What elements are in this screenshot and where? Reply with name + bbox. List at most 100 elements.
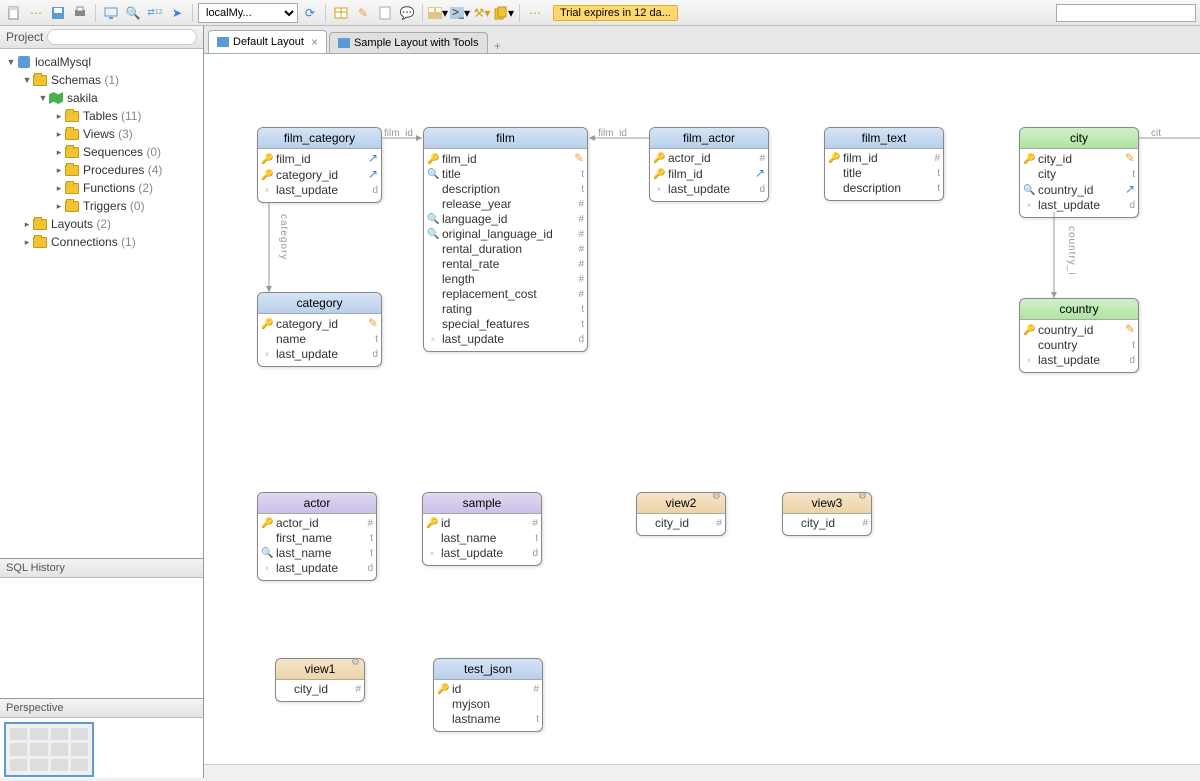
- close-icon[interactable]: ×: [311, 35, 318, 49]
- refresh-icon[interactable]: ⟳: [300, 3, 320, 23]
- entity-header[interactable]: film_text: [825, 128, 943, 149]
- column-row[interactable]: 🔑actor_id#: [261, 516, 373, 531]
- entity-header[interactable]: category: [258, 293, 381, 314]
- more-icon[interactable]: ⋯: [525, 3, 545, 23]
- entity-view1[interactable]: view1⚙ city_id#: [275, 658, 365, 702]
- entity-sample[interactable]: sample 🔑id#last_namet×last_updated: [422, 492, 542, 566]
- column-row[interactable]: 🔍language_id#: [427, 212, 584, 227]
- entity-category[interactable]: category 🔑category_id✎namet×last_updated: [257, 292, 382, 367]
- column-row[interactable]: myjson: [437, 697, 539, 712]
- entity-header[interactable]: film: [424, 128, 587, 149]
- column-row[interactable]: descriptiont: [828, 181, 940, 196]
- nav-icon[interactable]: ⇄12: [145, 3, 165, 23]
- tool-icon[interactable]: ⚒▾: [472, 3, 492, 23]
- entity-test_json[interactable]: test_json🔑id#myjsonlastnamet: [433, 658, 543, 732]
- column-row[interactable]: ×last_updated: [426, 546, 538, 561]
- column-row[interactable]: rental_duration#: [427, 242, 584, 257]
- table-icon[interactable]: [331, 3, 351, 23]
- column-row[interactable]: rental_rate#: [427, 257, 584, 272]
- entity-actor[interactable]: actor 🔑actor_id#first_namet🔍last_namet×la…: [257, 492, 377, 581]
- zoom-icon[interactable]: 🔍: [123, 3, 143, 23]
- column-row[interactable]: 🔑film_id↗: [261, 151, 378, 167]
- column-row[interactable]: countryt: [1023, 338, 1135, 353]
- column-row[interactable]: 🔑film_id#: [828, 151, 940, 166]
- column-row[interactable]: 🔑actor_id#: [653, 151, 765, 166]
- save-icon[interactable]: [48, 3, 68, 23]
- column-row[interactable]: 🔍last_namet: [261, 546, 373, 561]
- perspective-thumbnail[interactable]: [4, 722, 94, 777]
- comment-icon[interactable]: 💬: [397, 3, 417, 23]
- diagram-canvas[interactable]: film_category🔑film_id↗🔑category_id↗×last…: [204, 54, 1200, 764]
- column-row[interactable]: 🔑city_id✎: [1023, 151, 1135, 167]
- column-row[interactable]: first_namet: [261, 531, 373, 546]
- entity-view2[interactable]: view2⚙ city_id#: [636, 492, 726, 536]
- column-row[interactable]: 🔑id#: [426, 516, 538, 531]
- entity-city[interactable]: city 🔑city_id✎cityt🔍country_id↗×last_upda…: [1019, 127, 1139, 218]
- print-icon[interactable]: [70, 3, 90, 23]
- add-tab-button[interactable]: +: [490, 39, 506, 53]
- tab-sample-layout-with-tools[interactable]: Sample Layout with Tools: [329, 32, 488, 53]
- tree-folder-sequences[interactable]: ▸Sequences (0): [0, 143, 203, 161]
- column-row[interactable]: city_id#: [640, 516, 722, 531]
- column-row[interactable]: 🔑film_id✎: [427, 151, 584, 167]
- column-row[interactable]: cityt: [1023, 167, 1135, 182]
- forward-icon[interactable]: ➤: [167, 3, 187, 23]
- column-row[interactable]: 🔑category_id↗: [261, 167, 378, 183]
- column-row[interactable]: ×last_updated: [261, 347, 378, 362]
- doc-icon[interactable]: [375, 3, 395, 23]
- entity-header[interactable]: sample: [423, 493, 541, 514]
- grid-icon[interactable]: ▾: [428, 3, 448, 23]
- column-row[interactable]: release_year#: [427, 197, 584, 212]
- menu-icon[interactable]: ⋯: [26, 3, 46, 23]
- column-row[interactable]: ×last_updated: [1023, 353, 1135, 368]
- entity-film_text[interactable]: film_text 🔑film_id#titletdescriptiont: [824, 127, 944, 201]
- column-row[interactable]: titlet: [828, 166, 940, 181]
- column-row[interactable]: 🔑film_id↗: [653, 166, 765, 182]
- column-row[interactable]: city_id#: [786, 516, 868, 531]
- entity-header[interactable]: film_actor: [650, 128, 768, 149]
- column-row[interactable]: length#: [427, 272, 584, 287]
- column-row[interactable]: 🔑category_id✎: [261, 316, 378, 332]
- column-row[interactable]: 🔑country_id✎: [1023, 322, 1135, 338]
- entity-header[interactable]: country: [1020, 299, 1138, 320]
- column-row[interactable]: 🔑id#: [437, 682, 539, 697]
- tree-connections[interactable]: ▸ Connections (1): [0, 233, 203, 251]
- column-row[interactable]: descriptiont: [427, 182, 584, 197]
- tree-folder-functions[interactable]: ▸Functions (2): [0, 179, 203, 197]
- tree-layouts[interactable]: ▸ Layouts (2): [0, 215, 203, 233]
- entity-header[interactable]: city: [1020, 128, 1138, 149]
- column-row[interactable]: 🔍country_id↗: [1023, 182, 1135, 198]
- column-row[interactable]: city_id#: [279, 682, 361, 697]
- toolbar-search-input[interactable]: [1056, 4, 1196, 22]
- column-row[interactable]: namet: [261, 332, 378, 347]
- column-row[interactable]: ×last_updated: [261, 183, 378, 198]
- tree-folder-views[interactable]: ▸Views (3): [0, 125, 203, 143]
- entity-film_actor[interactable]: film_actor 🔑actor_id#🔑film_id↗×last_updat…: [649, 127, 769, 202]
- tree-folder-tables[interactable]: ▸Tables (11): [0, 107, 203, 125]
- column-row[interactable]: ×last_updated: [653, 182, 765, 197]
- tree-folder-procedures[interactable]: ▸Procedures (4): [0, 161, 203, 179]
- column-row[interactable]: ×last_updated: [427, 332, 584, 347]
- entity-country[interactable]: country 🔑country_id✎countryt×last_updated: [1019, 298, 1139, 373]
- column-row[interactable]: ×last_updated: [1023, 198, 1135, 213]
- column-row[interactable]: ×last_updated: [261, 561, 373, 576]
- connection-combo[interactable]: localMy...: [198, 3, 298, 23]
- column-row[interactable]: ratingt: [427, 302, 584, 317]
- column-row[interactable]: 🔍original_language_id#: [427, 227, 584, 242]
- console-icon[interactable]: >_▾: [450, 3, 470, 23]
- entity-header[interactable]: film_category: [258, 128, 381, 149]
- entity-header[interactable]: view1⚙: [276, 659, 364, 680]
- entity-film[interactable]: film 🔑film_id✎🔍titletdescriptiontrelease_…: [423, 127, 588, 352]
- tree-schema-sakila[interactable]: ▼ sakila: [0, 89, 203, 107]
- entity-header[interactable]: actor: [258, 493, 376, 514]
- column-row[interactable]: replacement_cost#: [427, 287, 584, 302]
- column-row[interactable]: 🔍titlet: [427, 167, 584, 182]
- column-row[interactable]: last_namet: [426, 531, 538, 546]
- column-row[interactable]: special_featurest: [427, 317, 584, 332]
- edit-icon[interactable]: ✎: [353, 3, 373, 23]
- entity-header[interactable]: view2⚙: [637, 493, 725, 514]
- entity-header[interactable]: view3⚙: [783, 493, 871, 514]
- entity-film_category[interactable]: film_category 🔑film_id↗🔑category_id↗×last…: [257, 127, 382, 203]
- tree-root[interactable]: ▼ localMysql: [0, 53, 203, 71]
- horizontal-scrollbar[interactable]: [204, 764, 1200, 778]
